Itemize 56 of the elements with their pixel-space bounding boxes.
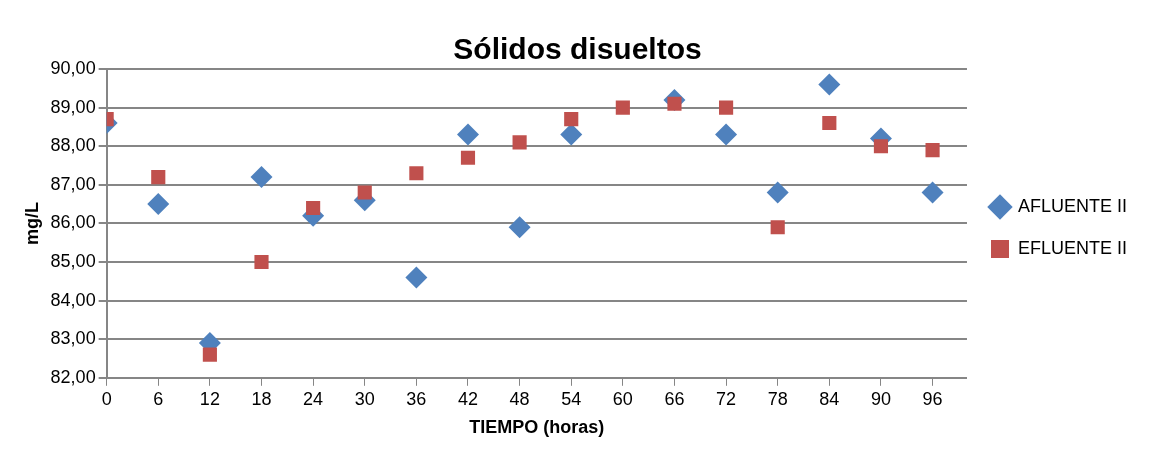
point: [719, 100, 734, 115]
y-tick-label: 82,00: [50, 366, 96, 387]
point: [766, 181, 789, 204]
point: [202, 347, 217, 362]
x-tick-label: 24: [303, 388, 324, 409]
point: [873, 139, 889, 154]
y-tick-label: 83,00: [50, 328, 96, 349]
x-tick-label: 0: [101, 388, 112, 409]
chart-title: Sólidos disueltos: [453, 32, 702, 66]
x-tick-label: 66: [664, 388, 685, 409]
x-tick-label: 12: [199, 388, 220, 409]
point: [460, 150, 476, 165]
x-tick-label: 78: [767, 388, 788, 409]
y-tick-label: 90,00: [50, 57, 96, 78]
point: [306, 200, 321, 216]
x-tick-label: 60: [612, 388, 633, 409]
legend-label: EFLUENTE II: [1017, 237, 1128, 258]
point: [508, 216, 531, 239]
point: [151, 170, 166, 185]
x-tick-label: 90: [870, 388, 891, 409]
x-tick-label: 84: [819, 388, 840, 409]
point: [921, 181, 944, 204]
point: [147, 193, 170, 216]
x-tick-label: 30: [354, 388, 375, 409]
x-tick-label: 36: [406, 388, 427, 409]
point: [818, 73, 841, 96]
x-tick-label: 72: [716, 388, 737, 409]
point: [564, 112, 579, 127]
y-tick-label: 89,00: [50, 96, 96, 117]
x-tick-label: 54: [561, 388, 582, 409]
legend-label: AFLUENTE II: [1017, 195, 1128, 216]
x-tick-label: 18: [251, 388, 272, 409]
point: [615, 100, 630, 115]
y-tick-label: 85,00: [50, 250, 96, 271]
point: [770, 220, 785, 235]
point: [715, 123, 738, 146]
y-tick-label: 84,00: [50, 289, 96, 310]
point: [409, 166, 424, 181]
y-axis-title: mg/L: [21, 201, 42, 245]
x-tick-label: 48: [509, 388, 530, 409]
x-tick-label: 42: [457, 388, 478, 409]
x-tick-label: 6: [153, 388, 164, 409]
x-tick-label: 96: [922, 388, 943, 409]
point: [925, 142, 940, 158]
y-tick-label: 87,00: [50, 173, 96, 194]
x-axis-title: TIEMPO (horas): [469, 417, 605, 438]
y-tick-label: 86,00: [50, 212, 96, 233]
y-tick-label: 88,00: [50, 135, 96, 156]
point: [560, 123, 583, 146]
point: [254, 254, 269, 270]
point: [456, 123, 479, 146]
point: [405, 266, 428, 289]
point: [512, 135, 527, 150]
point: [822, 115, 837, 131]
point: [250, 166, 273, 189]
point: [357, 185, 372, 200]
